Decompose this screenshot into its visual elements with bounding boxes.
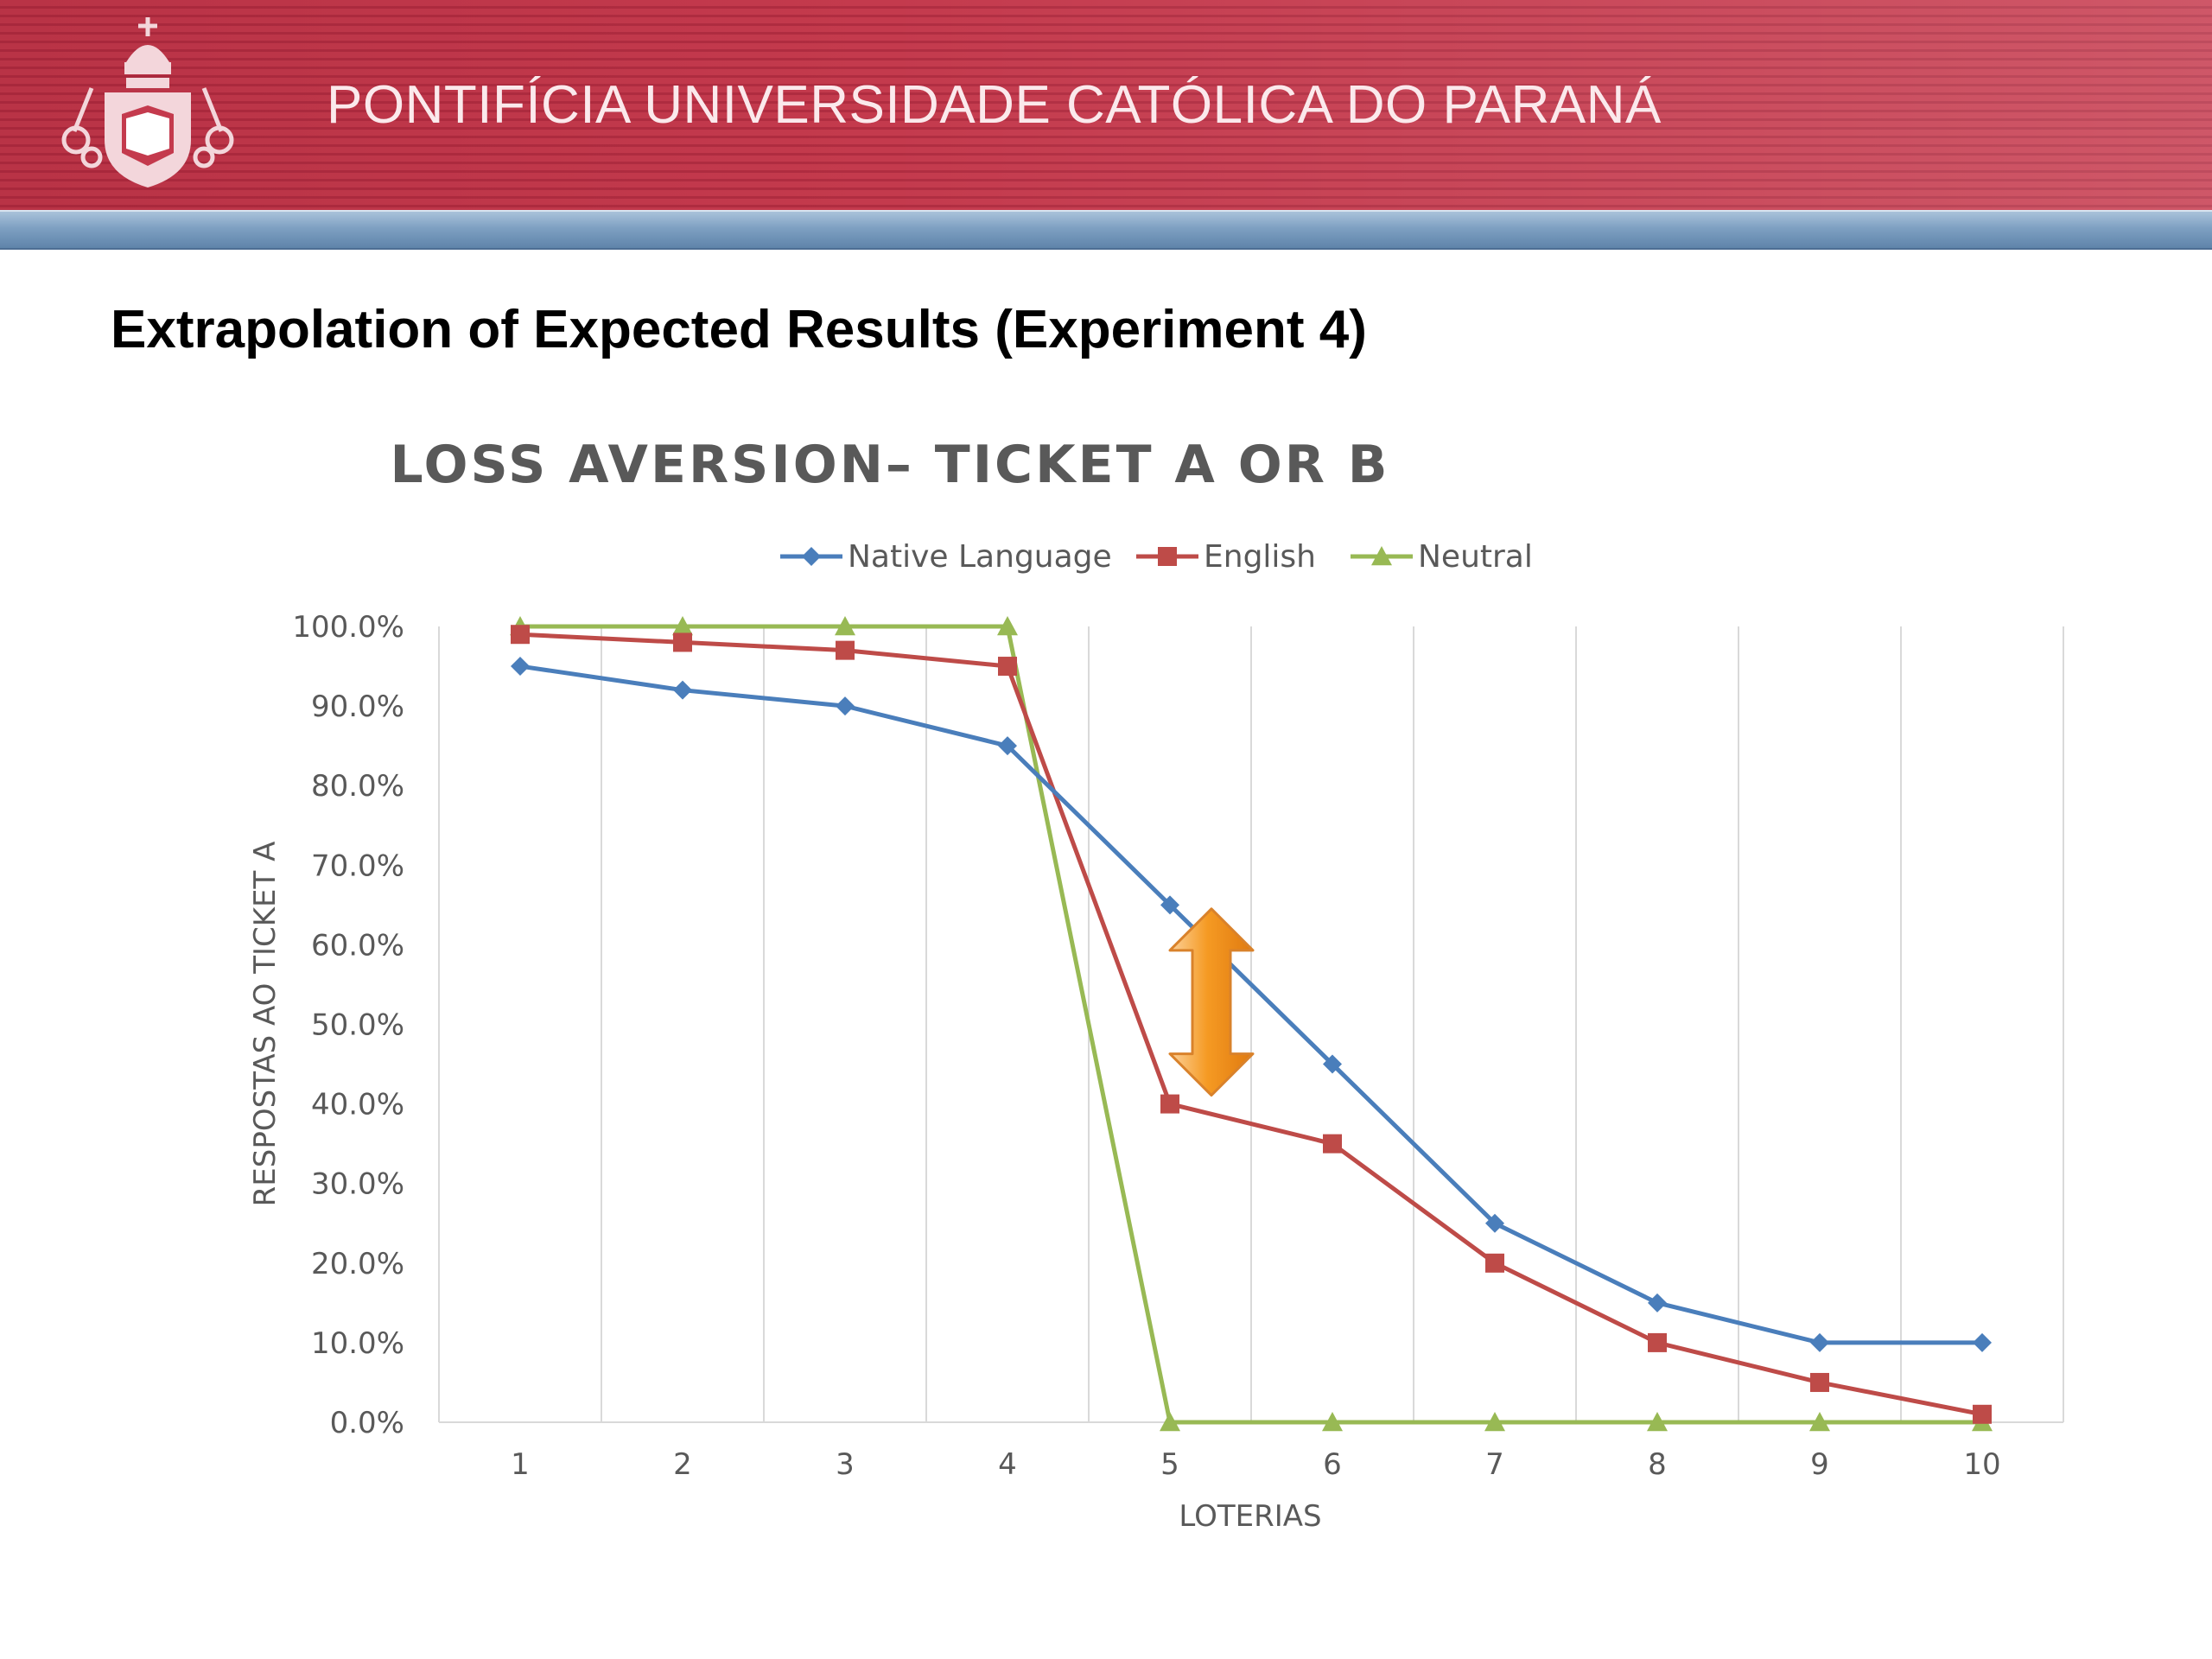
data-point — [835, 616, 855, 636]
data-point — [1648, 1332, 1667, 1352]
x-tick-label: 3 — [836, 1447, 855, 1482]
y-tick-label: 0.0% — [330, 1406, 404, 1440]
series-line — [519, 632, 1983, 1417]
data-point — [673, 632, 692, 652]
header-banner-shade — [0, 0, 2212, 210]
data-point — [997, 616, 1018, 636]
chart-title: LOSS AVERSION– TICKET A OR B — [390, 435, 1389, 495]
series-native-language — [511, 657, 1992, 1352]
data-point — [673, 680, 692, 700]
data-point — [1160, 895, 1179, 915]
x-tick-label: 2 — [673, 1447, 692, 1482]
double-arrow-icon — [1168, 907, 1255, 1097]
data-point — [1485, 1253, 1504, 1273]
x-tick-label: 5 — [1160, 1447, 1179, 1482]
data-point — [1484, 1412, 1505, 1432]
chart-grid — [438, 626, 2064, 1423]
series-line — [519, 664, 1982, 1345]
x-axis-ticks: 1 2 3 4 5 6 7 8 9 10 — [511, 1447, 2000, 1482]
y-tick-label: 20.0% — [311, 1247, 404, 1281]
data-point — [511, 657, 530, 677]
x-tick-label: 4 — [998, 1447, 1017, 1482]
legend-swatch-marker — [1158, 547, 1177, 566]
y-axis-ticks: 0.0% 10.0% 20.0% 30.0% 40.0% 50.0% 60.0% 70.0% 8… — [292, 610, 404, 1440]
data-point — [1810, 1372, 1829, 1392]
x-tick-label: 6 — [1323, 1447, 1342, 1482]
data-point — [1973, 1332, 1992, 1352]
data-point — [998, 657, 1017, 677]
y-tick-label: 40.0% — [311, 1088, 404, 1122]
x-tick-label: 8 — [1648, 1447, 1667, 1482]
legend-swatch-marker — [1371, 546, 1392, 566]
series-line — [520, 624, 1982, 1425]
series-english — [511, 625, 1992, 1424]
data-point — [1485, 1213, 1504, 1233]
legend-swatch-marker — [802, 547, 821, 566]
x-axis-label: LOTERIAS — [1179, 1499, 1321, 1534]
y-tick-label: 70.0% — [311, 849, 404, 883]
data-point — [1973, 1404, 1992, 1424]
y-tick-label: 80.0% — [311, 769, 404, 804]
chart-annotation — [1168, 907, 1255, 1097]
data-point — [836, 696, 855, 716]
y-tick-label: 90.0% — [311, 690, 404, 724]
y-tick-label: 30.0% — [311, 1167, 404, 1202]
data-point — [511, 625, 530, 645]
data-point — [836, 640, 855, 660]
data-point — [672, 616, 693, 636]
slide-title: Extrapolation of Expected Results (Exper… — [111, 300, 1367, 359]
y-tick-label: 50.0% — [311, 1008, 404, 1043]
legend-item: Neutral — [1351, 539, 1533, 575]
pucpr-crest-icon — [61, 17, 234, 188]
data-point — [1647, 1412, 1668, 1432]
y-tick-label: 10.0% — [311, 1326, 404, 1361]
header-strip — [0, 210, 2212, 250]
x-tick-label: 9 — [1810, 1447, 1829, 1482]
x-tick-label: 10 — [1963, 1447, 2000, 1482]
data-point — [1809, 1412, 1830, 1432]
y-axis-label: RESPOSTAS AO TICKET A — [248, 842, 283, 1207]
data-point — [1810, 1332, 1829, 1352]
data-point — [1160, 1094, 1179, 1114]
data-point — [1323, 1054, 1342, 1074]
legend-item: English — [1136, 539, 1316, 575]
x-tick-label: 7 — [1485, 1447, 1504, 1482]
y-tick-label: 100.0% — [292, 610, 404, 645]
chart-series — [510, 616, 1993, 1432]
data-point — [1648, 1293, 1667, 1313]
data-point — [998, 736, 1017, 756]
legend-item: Native Language — [780, 539, 1112, 575]
chart-legend: Native Language English Neutral — [780, 539, 1533, 575]
header-banner — [0, 0, 2212, 210]
legend-label: English — [1204, 539, 1316, 575]
legend-label: Neutral — [1418, 539, 1533, 575]
data-point — [1323, 1134, 1342, 1154]
legend-label: Native Language — [848, 539, 1112, 575]
institution-name: PONTIFÍCIA UNIVERSIDADE CATÓLICA DO PARA… — [327, 75, 1662, 135]
data-point — [1160, 1412, 1180, 1432]
y-tick-label: 60.0% — [311, 928, 404, 963]
data-point — [1322, 1412, 1343, 1432]
x-tick-label: 1 — [511, 1447, 530, 1482]
